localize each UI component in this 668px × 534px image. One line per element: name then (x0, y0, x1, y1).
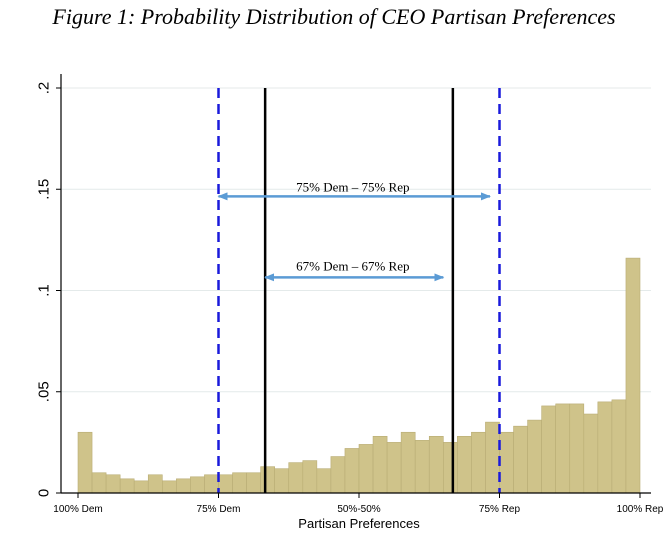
histogram-bar (344, 448, 360, 494)
histogram-bar (218, 474, 233, 494)
histogram-bar (232, 472, 247, 494)
histogram-bar (541, 405, 557, 494)
histogram-bar (77, 431, 93, 494)
x-tick-label: 75% Dem (197, 504, 241, 515)
histogram-bar (625, 257, 641, 494)
histogram-bar (400, 431, 416, 494)
x-tick-label: 100% Dem (53, 504, 102, 515)
histogram-bar (597, 401, 613, 494)
histogram-bar (330, 456, 346, 494)
histogram-bar (288, 462, 304, 494)
histogram-bar (414, 440, 430, 494)
chart-title: Figure 1: Probability Distribution of CE… (52, 4, 616, 29)
histogram-bar (513, 425, 528, 494)
histogram-bar (358, 444, 374, 494)
histogram-bar (457, 435, 472, 494)
x-axis-label: Partisan Preferences (298, 516, 420, 531)
y-tick-label: 0 (36, 489, 53, 497)
y-tick-label: .1 (36, 284, 53, 297)
histogram-bar (611, 399, 627, 494)
histogram-bar (316, 468, 332, 494)
histogram-bar (471, 431, 486, 494)
x-tick-label: 100% Rep (617, 504, 664, 515)
histogram-bar (176, 478, 191, 494)
histogram-bar (442, 442, 458, 494)
histogram-bar (569, 403, 585, 494)
histogram-bar (91, 472, 107, 494)
histogram-bar (485, 421, 500, 494)
histogram-bar (527, 419, 542, 494)
histogram-bar (190, 476, 205, 494)
histogram-bar (555, 403, 571, 494)
histogram-bar (274, 468, 290, 494)
histogram-bar (119, 478, 135, 494)
histogram-bar (260, 466, 275, 494)
histogram-bar (246, 472, 261, 494)
histogram-bar (428, 435, 444, 494)
histogram-bar (147, 474, 163, 494)
y-tick-label: .15 (36, 179, 53, 200)
histogram-bar (302, 460, 318, 494)
histogram-bar (386, 442, 402, 494)
histogram-bar (499, 431, 514, 494)
annotation-label: 67% Dem – 67% Rep (296, 258, 409, 273)
annotation-label: 75% Dem – 75% Rep (296, 179, 409, 194)
histogram-bar (162, 480, 177, 494)
histogram-bar (133, 480, 149, 494)
histogram-bar (105, 474, 121, 494)
histogram-bar (372, 435, 388, 494)
y-tick-label: .2 (36, 82, 53, 95)
y-tick-label: .05 (36, 381, 53, 402)
histogram-bar (204, 474, 219, 494)
x-tick-label: 50%-50% (337, 504, 380, 515)
histogram-bar (583, 413, 599, 494)
x-tick-label: 75% Rep (479, 504, 521, 515)
